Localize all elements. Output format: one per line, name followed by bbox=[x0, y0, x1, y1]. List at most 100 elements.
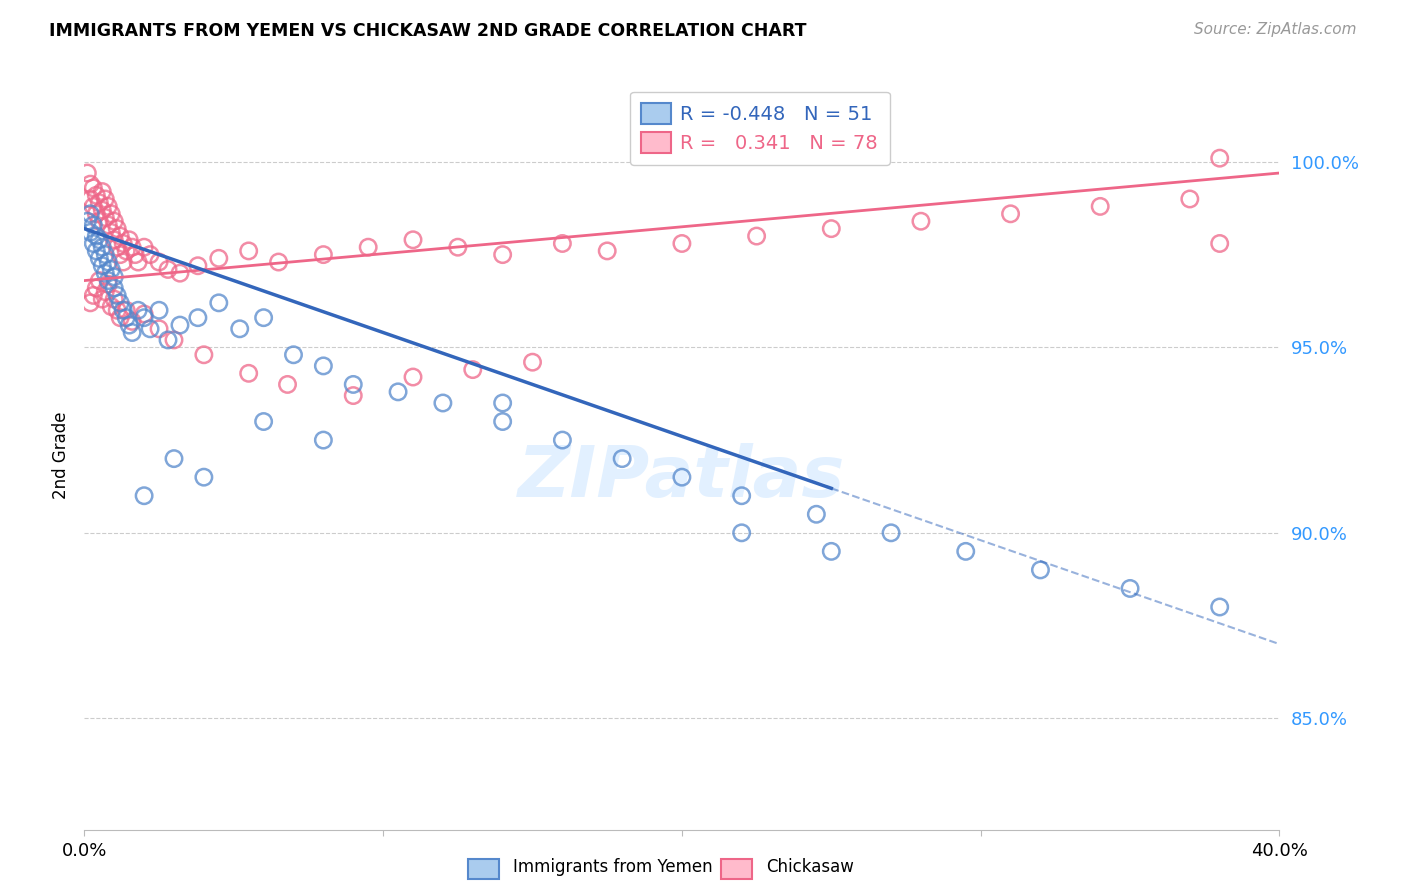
Point bbox=[100, 207, 122, 221]
Point bbox=[79, 177, 101, 191]
Point bbox=[169, 318, 191, 332]
Point bbox=[283, 348, 305, 362]
Point bbox=[139, 322, 162, 336]
Point bbox=[169, 266, 191, 280]
Point bbox=[745, 229, 768, 244]
Text: Chickasaw: Chickasaw bbox=[766, 858, 855, 876]
Point bbox=[86, 244, 108, 258]
Point bbox=[820, 221, 842, 235]
Point bbox=[157, 262, 180, 277]
Point bbox=[86, 281, 108, 295]
Point bbox=[110, 310, 132, 325]
Point bbox=[1209, 236, 1232, 251]
Point bbox=[127, 303, 149, 318]
Point bbox=[551, 433, 574, 447]
Point bbox=[238, 367, 260, 381]
Point bbox=[86, 229, 108, 244]
Point bbox=[492, 396, 515, 410]
Point bbox=[91, 240, 114, 254]
Point bbox=[806, 508, 828, 522]
Point bbox=[163, 333, 186, 347]
Point bbox=[910, 214, 932, 228]
Point bbox=[312, 359, 335, 373]
Point bbox=[551, 236, 574, 251]
Point bbox=[121, 326, 143, 340]
Point bbox=[97, 255, 120, 269]
Point bbox=[187, 310, 209, 325]
Point bbox=[121, 240, 143, 254]
Point bbox=[115, 310, 138, 325]
Point bbox=[402, 233, 425, 247]
Point bbox=[105, 288, 128, 302]
Point bbox=[132, 240, 156, 254]
Point bbox=[94, 211, 117, 225]
Point bbox=[612, 451, 634, 466]
Point bbox=[97, 274, 120, 288]
Point bbox=[100, 225, 122, 239]
Point bbox=[103, 269, 125, 284]
Point bbox=[132, 489, 156, 503]
Text: Source: ZipAtlas.com: Source: ZipAtlas.com bbox=[1194, 22, 1357, 37]
Point bbox=[91, 203, 114, 218]
Point bbox=[124, 247, 146, 261]
Point bbox=[596, 244, 619, 258]
Point bbox=[193, 348, 215, 362]
Point bbox=[112, 236, 135, 251]
Point bbox=[342, 377, 364, 392]
Point bbox=[357, 240, 380, 254]
Point bbox=[312, 433, 335, 447]
Point bbox=[89, 195, 111, 210]
Point bbox=[1090, 199, 1112, 213]
Point bbox=[277, 377, 299, 392]
Point bbox=[110, 247, 132, 261]
Point bbox=[82, 199, 104, 213]
Point bbox=[115, 244, 138, 258]
Point bbox=[76, 166, 98, 180]
Point bbox=[105, 240, 128, 254]
Point bbox=[820, 544, 842, 558]
Point bbox=[94, 247, 117, 261]
Point bbox=[110, 296, 132, 310]
Point bbox=[1209, 151, 1232, 165]
Point bbox=[86, 188, 108, 202]
Point bbox=[94, 266, 117, 280]
Point bbox=[132, 307, 156, 321]
Point bbox=[1178, 192, 1201, 206]
Point bbox=[955, 544, 977, 558]
Point bbox=[731, 525, 754, 540]
Point bbox=[91, 185, 114, 199]
Point bbox=[402, 370, 425, 384]
Point bbox=[492, 247, 515, 261]
Point bbox=[432, 396, 454, 410]
Point bbox=[208, 296, 231, 310]
Point bbox=[82, 288, 104, 302]
Point bbox=[82, 218, 104, 232]
Point bbox=[91, 259, 114, 273]
Point bbox=[103, 292, 125, 306]
Point bbox=[731, 489, 754, 503]
Point bbox=[118, 233, 141, 247]
Point bbox=[105, 221, 128, 235]
Point bbox=[86, 207, 108, 221]
Point bbox=[312, 247, 335, 261]
Point bbox=[253, 310, 276, 325]
Point bbox=[148, 255, 170, 269]
Point bbox=[97, 218, 120, 232]
Point bbox=[148, 322, 170, 336]
Point bbox=[97, 199, 120, 213]
Text: IMMIGRANTS FROM YEMEN VS CHICKASAW 2ND GRADE CORRELATION CHART: IMMIGRANTS FROM YEMEN VS CHICKASAW 2ND G… bbox=[49, 22, 807, 40]
Point bbox=[79, 207, 101, 221]
Point bbox=[94, 192, 117, 206]
Point bbox=[671, 236, 693, 251]
Point bbox=[89, 274, 111, 288]
Point bbox=[112, 303, 135, 318]
Point bbox=[1029, 563, 1052, 577]
Point bbox=[880, 525, 903, 540]
Point bbox=[79, 192, 101, 206]
Point bbox=[1119, 582, 1142, 596]
Point bbox=[187, 259, 209, 273]
Point bbox=[342, 388, 364, 402]
Point bbox=[91, 292, 114, 306]
Point bbox=[118, 318, 141, 332]
Point bbox=[1000, 207, 1022, 221]
